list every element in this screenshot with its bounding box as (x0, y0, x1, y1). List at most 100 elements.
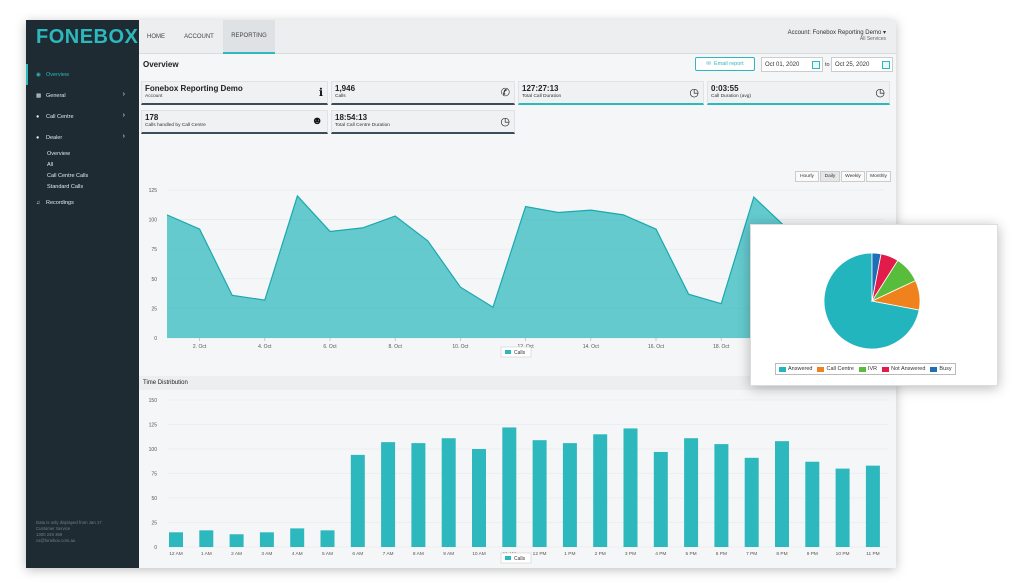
bar (229, 534, 244, 547)
sidebar-item-dealer[interactable]: ● Dealer › (26, 127, 139, 148)
legend-swatch (505, 350, 511, 354)
x-tick-label: 10 AM (472, 551, 486, 557)
pie-legend-item[interactable]: Answered (779, 366, 812, 372)
calendar-icon[interactable] (882, 61, 890, 69)
y-tick-label: 25 (151, 306, 157, 312)
tab-account[interactable]: ACCOUNT (184, 34, 214, 40)
pie-legend-item[interactable]: Busy (930, 366, 952, 372)
sidebar-item-overview[interactable]: ◉ Overview (26, 64, 139, 85)
stat-value: 1,946 (335, 84, 356, 93)
stat-label: Call Duration (avg) (711, 94, 751, 99)
tab-home[interactable]: HOME (147, 34, 165, 40)
bar (441, 438, 456, 547)
granularity-hourly-button[interactable]: Hourly (795, 171, 819, 182)
date-from-input[interactable]: Oct 01, 2020 (761, 57, 823, 72)
y-tick-label: 75 (151, 247, 157, 253)
bar (593, 434, 608, 547)
bar (411, 443, 426, 547)
sidebar-item-label: Call Centre (46, 113, 74, 120)
phone-icon: ✆ (500, 87, 510, 99)
x-tick-label: 14. Oct (583, 344, 600, 350)
y-tick-label: 50 (151, 277, 157, 283)
x-tick-label: 3 PM (625, 551, 636, 557)
x-tick-label: 1 PM (564, 551, 575, 557)
sidebar-item-label: General (46, 92, 66, 99)
x-tick-label: 4. Oct (258, 344, 272, 350)
sidebar-subitem-call-centre-calls[interactable]: Call Centre Calls (47, 172, 89, 179)
bar (835, 468, 850, 547)
bar (472, 449, 486, 547)
date-to-value: Oct 25, 2020 (835, 61, 870, 68)
bar (684, 438, 699, 547)
pie-slice-busy (871, 252, 882, 302)
caret-down-icon: ▾ (882, 30, 886, 36)
bar (562, 443, 577, 547)
pie-legend-item[interactable]: Call Centre (817, 366, 854, 372)
legend-swatch (882, 366, 890, 372)
sidebar-item-label: Dealer (46, 134, 63, 141)
x-tick-label: 6. Oct (323, 344, 337, 350)
email-report-label: Email report (713, 61, 744, 67)
bar (350, 454, 365, 547)
stat-card-calls: 1,946 Calls ✆ (331, 81, 515, 105)
x-tick-label: 8 PM (776, 551, 787, 557)
x-tick-label: 9 PM (807, 551, 818, 557)
bar (775, 441, 789, 547)
sidebar-item-call-centre[interactable]: ● Call Centre › (26, 106, 139, 127)
stat-card-total-duration: 127:27:13 Total Call Duration ◷ (518, 81, 704, 105)
y-tick-label: 75 (151, 472, 157, 478)
x-tick-label: 10 PM (836, 551, 850, 557)
pie-legend-item[interactable]: IVR (858, 366, 877, 372)
legend-frame (500, 552, 532, 564)
stat-label: Total Call Duration (522, 94, 562, 99)
sidebar-item-general[interactable]: ▩ General › (26, 85, 139, 106)
account-selector[interactable]: Account: Fonebox Reporting Demo ▾ All Se… (788, 29, 886, 42)
bar (259, 532, 274, 547)
bar (805, 461, 820, 547)
account-services: All Services (859, 36, 886, 42)
stat-value: Fonebox Reporting Demo (145, 84, 243, 93)
fonebox-logo[interactable]: FONEBOX (36, 26, 139, 48)
x-tick-label: 4 PM (655, 551, 666, 557)
pie-legend-item[interactable]: Not Answered (882, 366, 925, 372)
support-email[interactable]: cs@fonebox.com.au (36, 538, 76, 543)
daily-calls-area-chart: 0 25 50 75 100 125 2. Oct 4. Oct 6. Oct 8. Oct 10.… (149, 188, 885, 358)
y-tick-label: 25 (151, 521, 157, 527)
bar (714, 444, 729, 547)
sidebar-subitem-standard-calls[interactable]: Standard Calls (47, 183, 84, 190)
x-tick-label: 5 AM (322, 551, 333, 557)
tab-reporting[interactable]: REPORTING (223, 20, 275, 54)
x-tick-label: 2 AM (231, 551, 242, 557)
y-tick-label: 100 (149, 447, 158, 453)
x-tick-label: 2. Oct (193, 344, 207, 350)
sidebar-subitem-all[interactable]: All (47, 161, 54, 168)
stat-card-account: Fonebox Reporting Demo Account ℹ (141, 81, 328, 105)
stat-label: Account (145, 94, 163, 99)
dashboard-icon: ◉ (36, 71, 41, 78)
email-report-button[interactable]: ✉ Email report (695, 57, 755, 71)
stat-value: 178 (145, 113, 159, 122)
phone-number[interactable]: 1300 249 369 (36, 532, 63, 537)
x-tick-label: 18. Oct (713, 344, 730, 350)
x-tick-label: 9 AM (443, 551, 454, 557)
legend-label: Call Centre (826, 366, 854, 372)
chevron-right-icon: › (122, 112, 125, 119)
stat-card-call-centre-calls: 178 Calls handled by Call Centre ☻ (141, 110, 328, 134)
granularity-weekly-button[interactable]: Weekly (841, 171, 865, 182)
bar (169, 532, 183, 547)
x-tick-label: 8. Oct (389, 344, 403, 350)
bar (532, 440, 547, 547)
clock-icon: ◷ (875, 87, 885, 99)
clock-icon: ◷ (689, 87, 699, 99)
granularity-monthly-button[interactable]: Monthly (866, 171, 891, 182)
sidebar-item-label: Overview (46, 71, 69, 78)
users-icon: ☻ (311, 115, 323, 127)
x-tick-label: 8 AM (413, 551, 424, 557)
sidebar-item-recordings[interactable]: ♫ Recordings (26, 192, 139, 213)
granularity-daily-button[interactable]: Daily (820, 171, 840, 182)
calendar-icon[interactable] (812, 61, 820, 69)
y-tick-label: 125 (149, 188, 158, 194)
sidebar-subitem-overview[interactable]: Overview (47, 150, 70, 157)
customer-service-label: Customer Service (36, 526, 71, 531)
date-to-input[interactable]: Oct 25, 2020 (831, 57, 893, 72)
